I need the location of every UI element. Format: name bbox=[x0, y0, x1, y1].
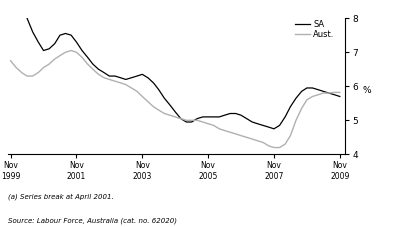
Text: (a) Series break at April 2001.: (a) Series break at April 2001. bbox=[8, 193, 114, 200]
SA bbox=[123, 78, 128, 81]
Aust. bbox=[8, 59, 13, 62]
Line: SA: SA bbox=[11, 1, 340, 129]
Aust. bbox=[80, 56, 85, 59]
Legend: SA, Aust.: SA, Aust. bbox=[295, 20, 335, 39]
SA bbox=[184, 121, 189, 123]
Y-axis label: %: % bbox=[362, 86, 371, 95]
SA bbox=[337, 95, 342, 98]
SA bbox=[299, 90, 304, 93]
Aust. bbox=[69, 49, 73, 52]
Aust. bbox=[272, 146, 276, 149]
Aust. bbox=[129, 86, 134, 89]
SA bbox=[74, 41, 79, 43]
Aust. bbox=[304, 99, 309, 101]
Aust. bbox=[337, 91, 342, 94]
Aust. bbox=[189, 119, 194, 122]
Aust. bbox=[211, 124, 216, 127]
SA bbox=[85, 56, 90, 59]
SA bbox=[272, 128, 276, 130]
Line: Aust.: Aust. bbox=[11, 50, 340, 148]
SA bbox=[206, 116, 210, 118]
Aust. bbox=[91, 68, 95, 71]
Text: Source: Labour Force, Australia (cat. no. 62020): Source: Labour Force, Australia (cat. no… bbox=[8, 217, 177, 224]
SA bbox=[8, 0, 13, 2]
